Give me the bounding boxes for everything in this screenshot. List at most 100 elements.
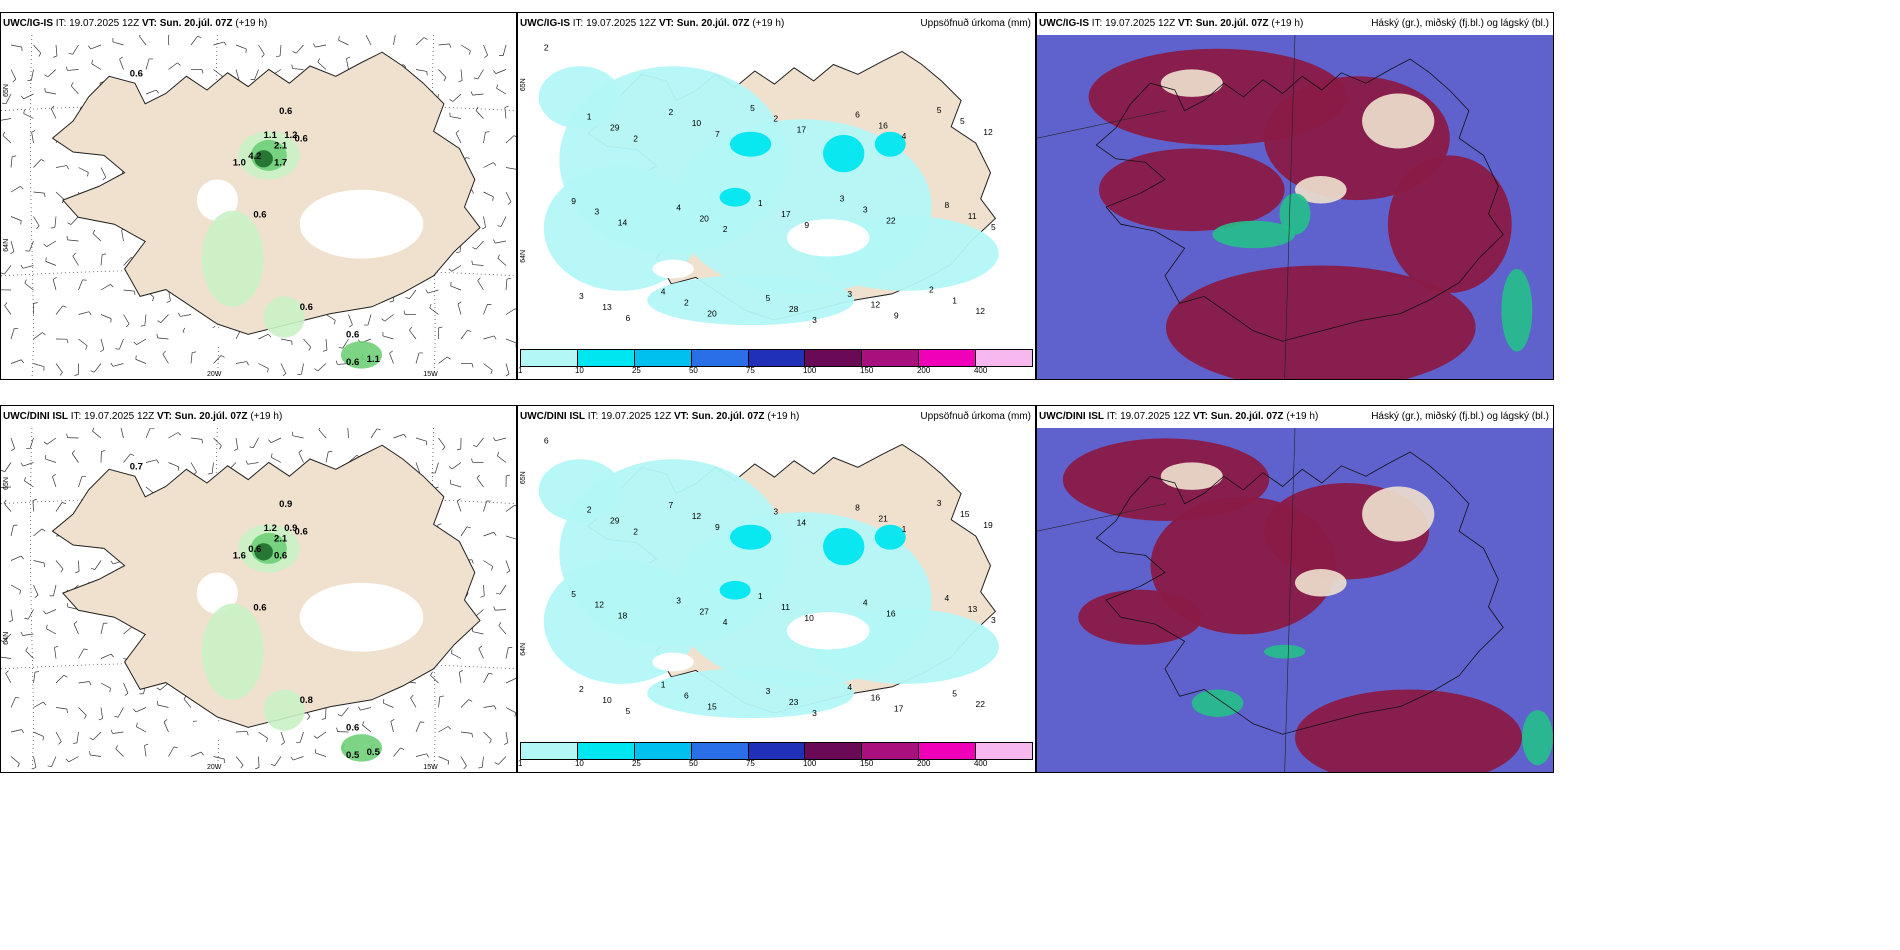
longitude-label: 15W (423, 764, 438, 771)
mid-cloud-area (1166, 265, 1476, 379)
wind-barb (55, 502, 63, 512)
wind-barb (52, 279, 57, 291)
wind-barb (123, 626, 133, 635)
wind-barb (120, 428, 124, 439)
wind-barb (190, 36, 198, 46)
glacier-area (181, 720, 233, 742)
wind-barb (33, 584, 39, 596)
legend-swatch (919, 350, 977, 366)
wind-barb-flag (144, 743, 149, 746)
wind-barb (70, 216, 79, 225)
wind-barb-flag (420, 721, 425, 723)
precip-intensity-blob (254, 543, 273, 561)
longitude-label: 20W (207, 371, 222, 378)
wind-barb-flag (90, 568, 95, 570)
wind-barb (54, 216, 57, 228)
precip-value-label: 11 (781, 602, 790, 612)
wind-barb-flag (114, 715, 119, 718)
wind-barb-flag (110, 362, 114, 367)
iceland-outline (1095, 58, 1504, 342)
init-time: IT: 19.07.2025 12Z (55, 18, 140, 29)
wind-barb (27, 609, 34, 620)
wind-barb-flag (471, 260, 473, 265)
wind-barb (315, 44, 327, 48)
wind-barb-flag (65, 66, 68, 71)
precip-value-label: 17 (781, 209, 791, 219)
wind-value-label: 0.6 (346, 357, 359, 368)
valid-time: VT: Sun. 20.júl. 07Z (141, 18, 233, 29)
wind-barb-flag (268, 333, 272, 338)
wind-barb (22, 633, 34, 636)
wind-barb-flag (110, 653, 114, 658)
mid-cloud-area (1078, 589, 1203, 645)
precip-value-label: 2 (773, 114, 778, 124)
wind-barb-flag (92, 428, 95, 432)
wind-barb-flag (400, 747, 405, 750)
cloud-title: Háský (gr.), miðský (fj.bl.) og lágský (… (1371, 411, 1549, 422)
wind-barb-flag (505, 373, 510, 377)
wind-barb-flag (475, 106, 479, 111)
wind-barb-flag (15, 697, 20, 699)
wind-barb-flag (223, 41, 227, 46)
wind-barb (10, 555, 22, 561)
wind-barb-flag (101, 450, 106, 452)
wind-value-label: 0.6 (346, 723, 359, 734)
wind-barb (47, 69, 57, 78)
wind-barb (51, 756, 57, 767)
wind-barb-flag (53, 55, 58, 58)
wind-barb-flag (98, 718, 103, 721)
wind-barb-flag (110, 560, 114, 565)
wind-barb (235, 44, 247, 50)
wind-barb-flag (220, 355, 225, 358)
wind-barb (190, 352, 193, 364)
wind-barb-flag (67, 222, 72, 225)
wind-barb (55, 674, 65, 684)
wind-barb-flag (40, 159, 45, 162)
wind-barb-flag (318, 428, 321, 430)
wind-barb-flag (1, 640, 4, 643)
wind-barb (145, 428, 151, 439)
cloud-map (1037, 35, 1553, 379)
wind-barb-flag (100, 349, 105, 352)
precip-value-label: 16 (878, 120, 888, 130)
precip-value-label: 22 (976, 699, 986, 709)
wind-barb (5, 673, 12, 684)
wind-barb (52, 476, 57, 488)
wind-barb (472, 264, 484, 266)
wind-barb-flag (335, 360, 338, 365)
wind-barb (415, 352, 420, 364)
wind-value-label: 1.6 (233, 551, 246, 562)
glacier-area (786, 219, 870, 257)
wind-barb (298, 452, 304, 463)
precip-intensity-blob (340, 734, 383, 762)
wind-barb (415, 721, 421, 733)
wind-barb-flag (471, 458, 473, 463)
wind-barb (258, 333, 269, 340)
legend-ticks: 1 10 25 50 75 100 150 200 400 (518, 366, 1033, 377)
wind-barb-flag (134, 291, 136, 296)
wind-barb-flag (102, 177, 107, 181)
wind-barb (429, 307, 439, 315)
wind-barb (22, 462, 34, 467)
precip-value-label: 10 (602, 695, 612, 705)
latitude-label: 64N (520, 250, 527, 263)
precip-intensity-blob (340, 341, 383, 369)
precip-value-label: 10 (692, 118, 702, 128)
wind-barb (280, 338, 292, 342)
wind-barb (31, 132, 34, 144)
wind-barb-flag (308, 346, 312, 351)
wind-barb-flag (17, 763, 20, 768)
wind-barb (115, 748, 124, 757)
latitude-label: 64N (520, 643, 527, 656)
wind-barb-flag (429, 304, 432, 309)
wind-barb (144, 745, 147, 757)
wind-value-label: 0.6 (253, 209, 266, 220)
precip-value-label: 3 (595, 207, 600, 217)
wind-barb-flag (255, 767, 260, 770)
precip-value-label: 5 (571, 589, 576, 599)
wind-barb-flag (200, 751, 204, 756)
wind-barb-flag (47, 765, 52, 767)
wind-barb-flag (477, 277, 481, 281)
wind-barb (258, 756, 260, 768)
clear-land-area (1295, 569, 1347, 597)
